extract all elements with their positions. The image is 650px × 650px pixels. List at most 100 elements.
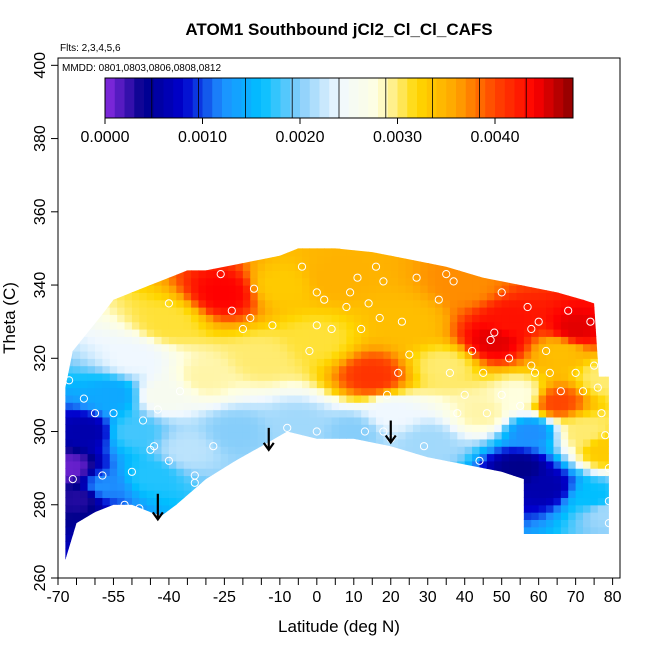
heat-cell [309,556,318,560]
data-point [164,299,173,308]
heat-cell [553,307,562,315]
heat-cell [213,248,222,257]
heat-cell [117,277,126,286]
heat-cell [265,526,274,535]
heat-cell [73,563,81,571]
heat-cell [442,548,451,557]
heat-cell [87,380,96,389]
heat-cell [597,299,606,308]
heat-cell [538,431,547,440]
heat-cell [257,519,266,528]
heat-cell [420,314,429,323]
heat-cell [183,416,192,425]
heat-cell [546,328,555,337]
heat-cell [65,292,66,301]
heat-cell [560,526,569,535]
heat-cell [169,563,177,571]
heat-cell [331,248,340,250]
heat-cell [242,263,251,271]
heat-cell [538,270,547,279]
heat-cell [597,358,606,367]
heat-cell [613,307,621,315]
heat-cell [531,328,540,337]
heat-cell [139,343,148,352]
heat-cell [605,490,609,499]
heat-cell [324,512,333,520]
heat-cell [117,453,126,462]
heat-cell [235,534,244,542]
heat-cell [183,350,192,359]
heat-cell [560,460,569,469]
heat-cell [383,409,392,418]
heat-cell [146,394,155,403]
heat-cell [538,519,547,528]
heat-cell [383,475,392,484]
heat-cell [339,365,347,374]
heat-cell [516,453,525,462]
heat-cell [494,248,503,257]
heat-cell [331,548,340,557]
heat-cell [257,292,266,301]
heat-cell [405,321,414,330]
heat-cell [405,409,414,418]
heat-cell [324,446,333,455]
heat-cell [124,299,133,308]
heat-cell [575,270,584,279]
heat-cell [457,263,466,271]
heat-cell [265,248,274,250]
heat-cell [228,446,237,455]
heat-cell [324,409,333,418]
heat-cell [605,402,609,411]
heat-cell [449,460,458,469]
heat-cell [183,307,192,315]
heat-cell [516,328,525,337]
heat-cell [220,380,229,389]
heat-cell [65,438,74,447]
heat-cell [228,299,237,308]
heat-cell [420,468,429,477]
heat-cell [523,372,532,381]
heat-cell [324,497,333,506]
heat-cell [442,409,451,418]
heat-cell [72,556,81,560]
heat-cell [228,248,237,250]
heat-cell [265,571,273,579]
heat-cell [109,416,118,425]
heat-cell [509,497,518,506]
heat-cell [65,497,74,506]
heat-cell [205,394,214,403]
heat-cell [575,431,584,440]
heat-cell [346,541,355,550]
heat-cell [102,497,111,506]
heat-cell [235,431,244,440]
heat-cell [191,380,200,389]
heat-cell [72,497,81,506]
heat-cell [176,314,185,323]
heat-cell [598,563,606,571]
heat-cell [205,519,214,528]
heat-cell [390,482,399,491]
heat-cell [353,380,362,389]
heat-cell [435,255,444,264]
data-point [394,368,403,377]
heat-cell [457,255,466,264]
heat-cell [590,475,599,484]
colorbar-tick-label: 0.0000 [81,129,130,146]
colorbar-swatch [397,78,408,118]
heat-cell [339,255,347,264]
heat-cell [183,387,192,396]
heat-cell [132,571,140,579]
heat-cell [560,321,569,330]
data-point [312,288,321,297]
heat-cell [368,468,377,477]
heat-cell [361,534,370,542]
heat-cell [324,504,333,513]
heat-cell [449,314,458,323]
heat-cell [287,512,296,520]
colorbar-swatch [465,78,476,118]
heat-cell [131,307,140,315]
heat-cell [353,263,362,271]
heat-cell [390,490,399,499]
heat-cell [272,541,281,550]
heat-cell [87,307,96,315]
